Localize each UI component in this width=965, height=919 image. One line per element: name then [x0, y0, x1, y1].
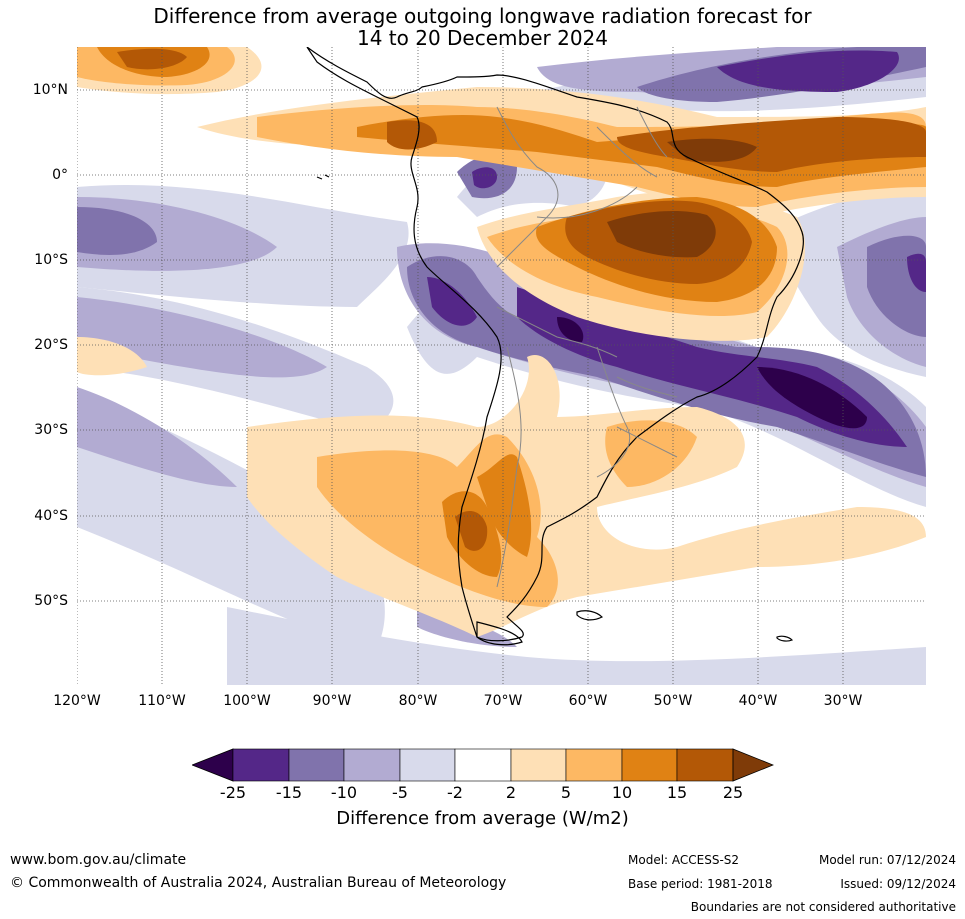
- anomaly-region: [667, 138, 757, 162]
- anomaly-region: [455, 511, 488, 551]
- anomaly-region: [227, 607, 926, 685]
- colorbar-swatch: [288, 748, 345, 782]
- lon-label-110w: 110°W: [138, 693, 186, 709]
- lat-label-0: 0°: [52, 167, 68, 183]
- lon-label-70w: 70°W: [483, 693, 523, 709]
- colorbar-tick-label: 10: [611, 783, 633, 802]
- lat-label-50s: 50°S: [34, 593, 68, 609]
- colorbar: [192, 748, 774, 782]
- website-link[interactable]: www.bom.gov.au/climate: [10, 852, 187, 868]
- lat-label-10s: 10°S: [34, 252, 68, 268]
- colorbar-swatch: [676, 748, 734, 782]
- anomaly-region: [757, 367, 867, 429]
- colorbar-swatch: [399, 748, 456, 782]
- colorbar-tick-label: -5: [392, 783, 408, 802]
- coastline: [306, 47, 804, 646]
- anomaly-region: [77, 387, 237, 487]
- colorbar-tick-label: -10: [330, 783, 358, 802]
- colorbar-min-extend: [192, 748, 234, 782]
- country-borders: [496, 106, 678, 588]
- colorbar-tick-label: 5: [560, 783, 572, 802]
- colorbar-swatch: [454, 748, 512, 782]
- lon-label-60w: 60°W: [568, 693, 608, 709]
- lon-label-100w: 100°W: [223, 693, 271, 709]
- colorbar-swatch: [510, 748, 567, 782]
- anomaly-region: [605, 420, 697, 487]
- anomaly-region: [607, 211, 716, 258]
- map-title-line-2: 14 to 20 December 2024: [356, 26, 608, 50]
- anomaly-fields: [77, 47, 926, 685]
- colorbar-tick-label: -25: [219, 783, 247, 802]
- south-georgia-coastline: [776, 635, 794, 642]
- map-canvas: [77, 47, 926, 685]
- boundaries-disclaimer: Boundaries are not considered authoritat…: [690, 900, 956, 914]
- lon-label-40w: 40°W: [738, 693, 778, 709]
- anomaly-region: [557, 317, 584, 342]
- anomaly-region: [387, 120, 437, 150]
- anomaly-region: [77, 207, 157, 255]
- lon-label-50w: 50°W: [653, 693, 693, 709]
- colorbar-tick-label: -2: [447, 783, 463, 802]
- model-name: Model: ACCESS-S2: [628, 853, 740, 867]
- colorbar-swatch: [621, 748, 678, 782]
- lat-label-40s: 40°S: [34, 508, 68, 524]
- lat-label-10n: 10°N: [32, 82, 68, 98]
- lat-label-30s: 30°S: [34, 422, 68, 438]
- colorbar-swatch: [343, 748, 401, 782]
- falklands-coastline: [576, 610, 604, 621]
- anomaly-region: [907, 253, 926, 292]
- lon-label-120w: 120°W: [53, 693, 101, 709]
- colorbar-tick-label: 2: [505, 783, 517, 802]
- copyright-notice: © Commonwealth of Australia 2024, Austra…: [10, 875, 507, 891]
- issued-date: Issued: 09/12/2024: [840, 877, 956, 891]
- lat-label-20s: 20°S: [34, 337, 68, 353]
- lon-label-90w: 90°W: [312, 693, 352, 709]
- model-run-date: Model run: 07/12/2024: [818, 853, 956, 867]
- anomaly-region: [717, 50, 899, 92]
- colorbar-tick-label: -15: [275, 783, 303, 802]
- anomaly-region: [77, 337, 147, 376]
- galapagos-coastline: [316, 174, 330, 180]
- anomaly-region: [477, 454, 532, 557]
- anomaly-map: [77, 47, 926, 685]
- colorbar-tick-label: 25: [722, 783, 744, 802]
- gridlines: [77, 47, 926, 685]
- anomaly-region: [427, 277, 477, 326]
- anomaly-region: [472, 167, 497, 189]
- colorbar-tick-label: 15: [666, 783, 688, 802]
- tierra-del-fuego-coastline: [476, 621, 523, 646]
- lon-label-30w: 30°W: [823, 693, 863, 709]
- base-period: Base period: 1981-2018: [628, 877, 773, 891]
- colorbar-label: Difference from average (W/m2): [336, 808, 629, 829]
- south-america-coastline: [306, 47, 804, 642]
- lon-label-80w: 80°W: [398, 693, 438, 709]
- colorbar-max-extend: [732, 748, 774, 782]
- anomaly-region: [117, 48, 187, 70]
- map-title-line-1: Difference from average outgoing longwav…: [153, 4, 812, 28]
- colorbar-swatch: [232, 748, 290, 782]
- colorbar-swatch: [565, 748, 623, 782]
